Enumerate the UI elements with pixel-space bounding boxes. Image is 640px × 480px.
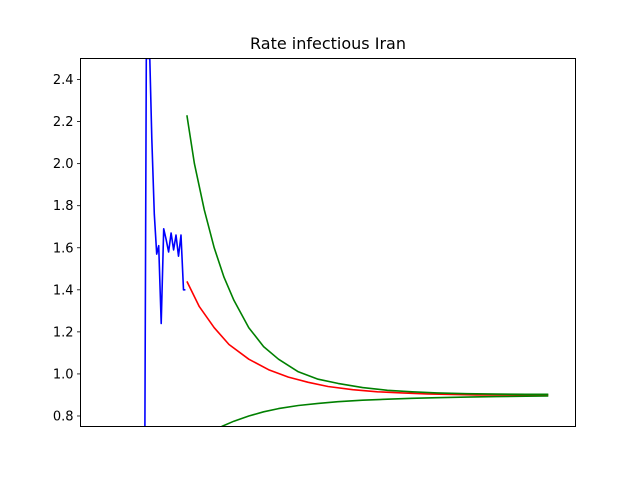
y-tick-label: 1.0 [53, 367, 74, 382]
series-line-3 [186, 115, 549, 396]
axes-frame [80, 58, 576, 427]
chart-title: Rate infectious Iran [250, 34, 406, 53]
y-tick-label: 2.2 [53, 115, 74, 130]
series-line-1 [144, 58, 186, 427]
series-line-4 [221, 395, 549, 427]
y-tick-label: 1.8 [53, 199, 74, 214]
y-tick-label: 2.4 [53, 73, 74, 88]
y-tick-label: 1.6 [53, 241, 74, 256]
y-tick-label: 1.4 [53, 283, 74, 298]
series-line-2 [186, 281, 549, 396]
y-tick-label: 0.8 [53, 409, 74, 424]
y-tick-label: 1.2 [53, 325, 74, 340]
plot-area [144, 58, 549, 427]
y-axis: 0.8 1.0 1.2 1.4 1.6 1.8 2.0 2.2 2.4 [53, 73, 81, 424]
y-tick-label: 2.0 [53, 157, 74, 172]
